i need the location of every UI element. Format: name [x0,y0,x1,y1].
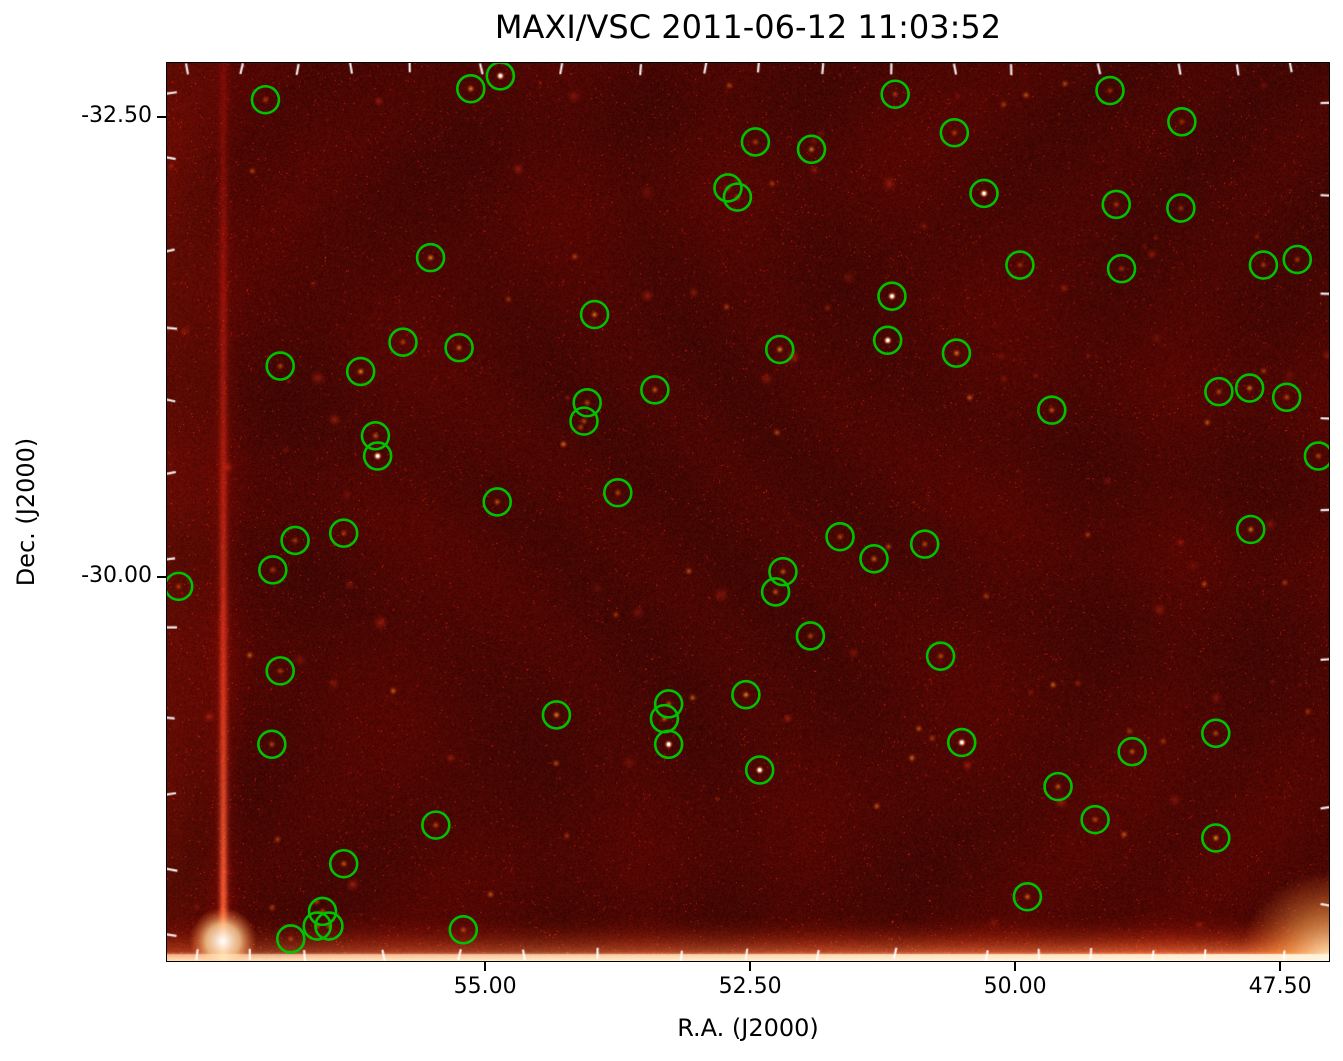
source-circle [456,73,486,104]
source-circle [760,577,791,607]
source-circle [360,421,391,451]
source-circle [909,529,940,559]
source-circle [265,656,295,686]
source-circle [825,521,855,552]
source-circle [740,127,771,157]
source-circle [257,729,287,760]
source-circle [1248,250,1279,280]
source-circle [307,896,338,927]
source-circle [265,351,295,381]
x-tick [484,962,487,971]
source-circle [1234,373,1265,403]
source-circle [880,79,910,109]
source-circle [722,182,753,212]
source-circle [1095,75,1125,106]
source-circle [925,641,956,671]
source-circle [328,848,359,879]
source-circle [250,84,281,115]
x-tick [1279,962,1282,971]
source-circle [731,679,761,710]
source-circle [1235,514,1266,545]
source-circle [713,173,743,203]
source-circle [421,810,451,840]
source-circle [579,299,610,330]
source-circles-overlay [167,63,1329,954]
x-tick-label: 52.50 [718,974,782,999]
source-circle [314,911,344,941]
source-circle [444,332,474,363]
sky-image-canvas [167,63,1329,961]
source-circle [939,117,970,148]
source-circle [1012,881,1043,912]
source-circle [946,727,977,758]
plot-area [166,62,1330,962]
source-circle [1117,736,1147,767]
source-circle [969,178,999,209]
x-tick-label: 47.50 [1248,974,1312,999]
source-circle [1282,244,1313,275]
source-circle [1106,253,1137,284]
source-circle [345,356,376,387]
source-circle [1166,193,1196,223]
source-circle [1080,804,1110,835]
source-circle [1271,382,1302,413]
source-circle [1005,250,1035,280]
source-circle [328,518,359,548]
source-circle [541,700,572,730]
source-circle [448,915,479,945]
y-tick [157,116,166,119]
x-axis-label: R.A. (J2000) [677,1014,819,1042]
source-circle [1037,395,1067,425]
source-circle [872,325,903,356]
source-circle [603,477,633,508]
source-circle [877,281,907,311]
source-circle [640,375,670,405]
source-circle [1101,189,1132,220]
source-circle [482,487,513,517]
source-circle [859,544,889,574]
source-circle [280,525,310,556]
source-circle [167,571,194,602]
source-circle [1204,376,1234,407]
source-circle [653,689,684,719]
chart-title: MAXI/VSC 2011-06-12 11:03:52 [494,8,1002,46]
source-circle [796,134,827,165]
x-tick-label: 55.00 [453,974,517,999]
x-tick [1014,962,1017,971]
source-circle [649,703,680,734]
source-circle [1043,771,1073,802]
y-tick-label: -32.50 [81,103,152,129]
source-circle [1167,107,1197,137]
y-tick-label: -30.00 [81,563,152,589]
source-circle [795,621,826,651]
x-tick-label: 50.00 [983,974,1047,999]
source-circle [572,387,602,418]
source-circle [1201,823,1231,853]
source-circle [302,911,333,941]
source-circle [1303,441,1329,471]
source-circle [768,556,798,587]
source-circle [569,406,599,436]
source-circle [415,242,446,273]
source-circle [764,334,795,365]
source-circle [388,327,418,357]
source-circle [485,63,516,91]
source-circle [362,441,393,471]
source-circle [744,755,775,785]
y-tick [157,576,166,579]
source-circle [941,338,972,368]
source-circle [1201,718,1231,749]
source-circle [258,555,288,585]
source-circle [653,729,684,760]
source-circle [276,924,306,954]
x-tick [749,962,752,971]
